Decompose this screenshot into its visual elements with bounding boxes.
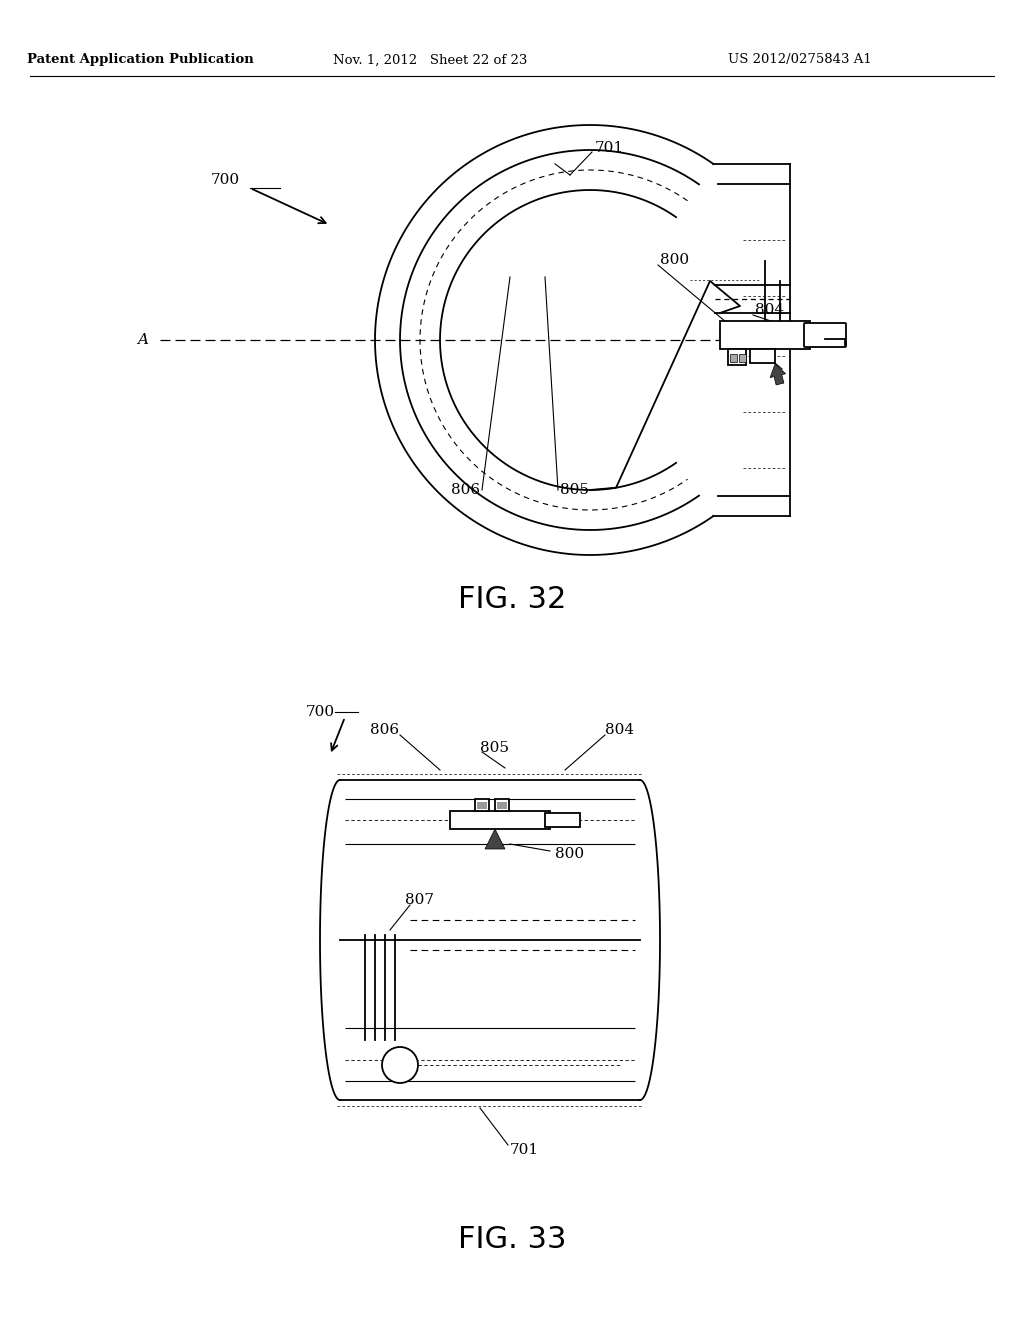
Bar [450,810,550,829]
Bar [475,799,489,810]
Text: Patent Application Publication: Patent Application Publication [27,54,253,66]
Text: Nov. 1, 2012   Sheet 22 of 23: Nov. 1, 2012 Sheet 22 of 23 [333,54,527,66]
Text: 700: 700 [211,173,240,187]
Text: 807: 807 [406,894,434,907]
Bar [477,803,487,809]
Bar [720,321,810,348]
Text: 806: 806 [451,483,480,498]
Bar [750,348,775,363]
Text: A: A [812,333,823,347]
Text: 800: 800 [660,253,689,267]
FancyArrow shape [770,364,785,385]
Text: 700: 700 [306,705,335,719]
Text: 701: 701 [510,1143,539,1158]
Text: 804: 804 [755,304,784,317]
Bar [739,354,746,362]
Bar [730,354,737,362]
Bar [495,799,509,810]
Text: 805: 805 [480,741,509,755]
Bar [497,803,507,809]
Text: 805: 805 [560,483,589,498]
FancyBboxPatch shape [804,323,846,347]
Text: FIG. 33: FIG. 33 [458,1225,566,1254]
Circle shape [382,1047,418,1082]
Text: 804: 804 [605,723,635,737]
Text: 800: 800 [555,847,584,861]
Bar [728,348,746,366]
Text: FIG. 32: FIG. 32 [458,586,566,615]
Polygon shape [485,829,505,849]
Text: 701: 701 [595,141,624,154]
Text: 806: 806 [371,723,399,737]
Text: US 2012/0275843 A1: US 2012/0275843 A1 [728,54,871,66]
Text: A: A [137,333,148,347]
Bar [545,813,580,828]
